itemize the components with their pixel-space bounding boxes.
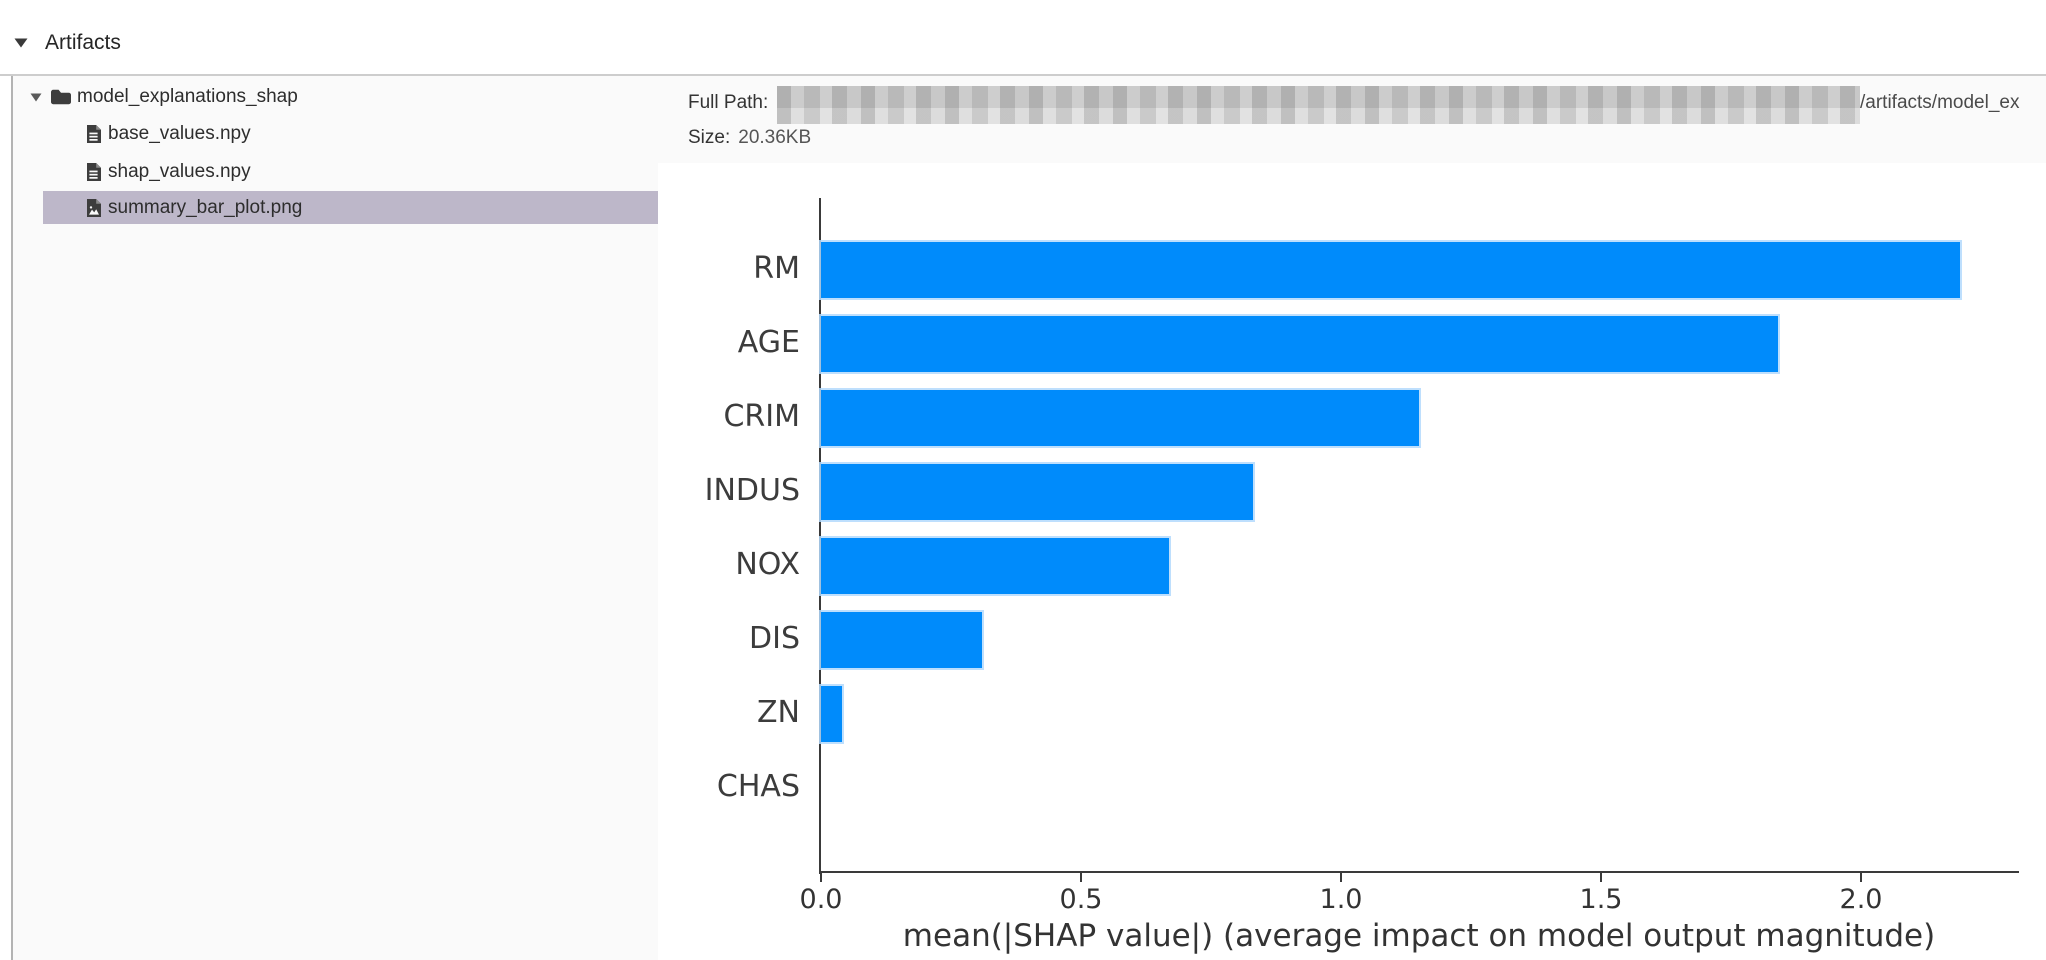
x-tick-label-2.0: 2.0 [1839,884,1883,915]
artifact-info-bar: Full Path: /artifacts/model_ex Size: 20.3… [658,76,2046,163]
y-tick-label-chas: CHAS [716,769,800,804]
full-path-label: Full Path: [688,92,769,113]
tree-item-model-explanations-shap[interactable]: model_explanations_shap [13,80,658,114]
size-value: 20.36KB [738,127,812,148]
tree-item-base-values[interactable]: base_values.npy [13,117,658,151]
full-path-suffix: /artifacts/model_ex [1860,92,2020,113]
tree-item-shap-values[interactable]: shap_values.npy [13,155,658,189]
y-tick-label-age: AGE [737,325,800,360]
bar-indus [821,464,1253,520]
x-tick-label-0.0: 0.0 [799,884,843,915]
tree-item-summary-bar-plot[interactable]: summary_bar_plot.png [13,191,658,224]
bar-crim [821,390,1419,446]
bar-nox [821,538,1170,594]
bar-dis [821,612,983,668]
file-image-icon [87,199,101,217]
bar-rm [821,242,1960,298]
artifacts-title: Artifacts [45,31,121,54]
file-document-icon [87,125,101,143]
file-document-icon [87,163,101,181]
bar-zn [821,686,842,742]
x-axis [819,871,2019,873]
y-tick-label-dis: DIS [749,621,800,656]
artifact-tree-panel: model_explanations_shap base_values.npy … [11,76,660,960]
y-tick-label-indus: INDUS [704,473,800,508]
y-tick-label-zn: ZN [757,695,800,730]
bar-age [821,316,1778,372]
x-tick-mark-0.0 [820,873,822,882]
x-tick-label-1.5: 1.5 [1579,884,1623,915]
redacted-path-blur [777,86,1860,124]
selected-row-highlight [43,191,660,224]
tree-item-label: base_values.npy [108,123,251,144]
artifact-image-preview: mean(|SHAP value|) (average impact on mo… [658,163,2046,960]
y-axis [819,198,821,874]
y-tick-label-crim: CRIM [723,399,800,434]
artifacts-section-toggle[interactable]: Artifacts [14,28,121,58]
y-tick-label-nox: NOX [735,547,800,582]
x-tick-label-1.0: 1.0 [1319,884,1363,915]
tree-item-label: summary_bar_plot.png [108,197,303,218]
tree-item-label: model_explanations_shap [77,86,298,107]
tree-item-label: shap_values.npy [108,161,251,182]
size-label: Size: [688,127,731,148]
caret-down-icon[interactable] [14,38,28,48]
header-divider [0,74,2046,76]
x-axis-title: mean(|SHAP value|) (average impact on mo… [902,918,1936,954]
y-tick-label-rm: RM [753,251,800,286]
size-row: Size: 20.36KB [688,127,811,149]
x-tick-label-0.5: 0.5 [1059,884,1103,915]
x-tick-mark-1.0 [1340,873,1342,882]
x-tick-mark-2.0 [1860,873,1862,882]
caret-down-icon[interactable] [30,93,42,102]
folder-icon [51,89,71,105]
x-tick-mark-0.5 [1080,873,1082,882]
x-tick-mark-1.5 [1600,873,1602,882]
